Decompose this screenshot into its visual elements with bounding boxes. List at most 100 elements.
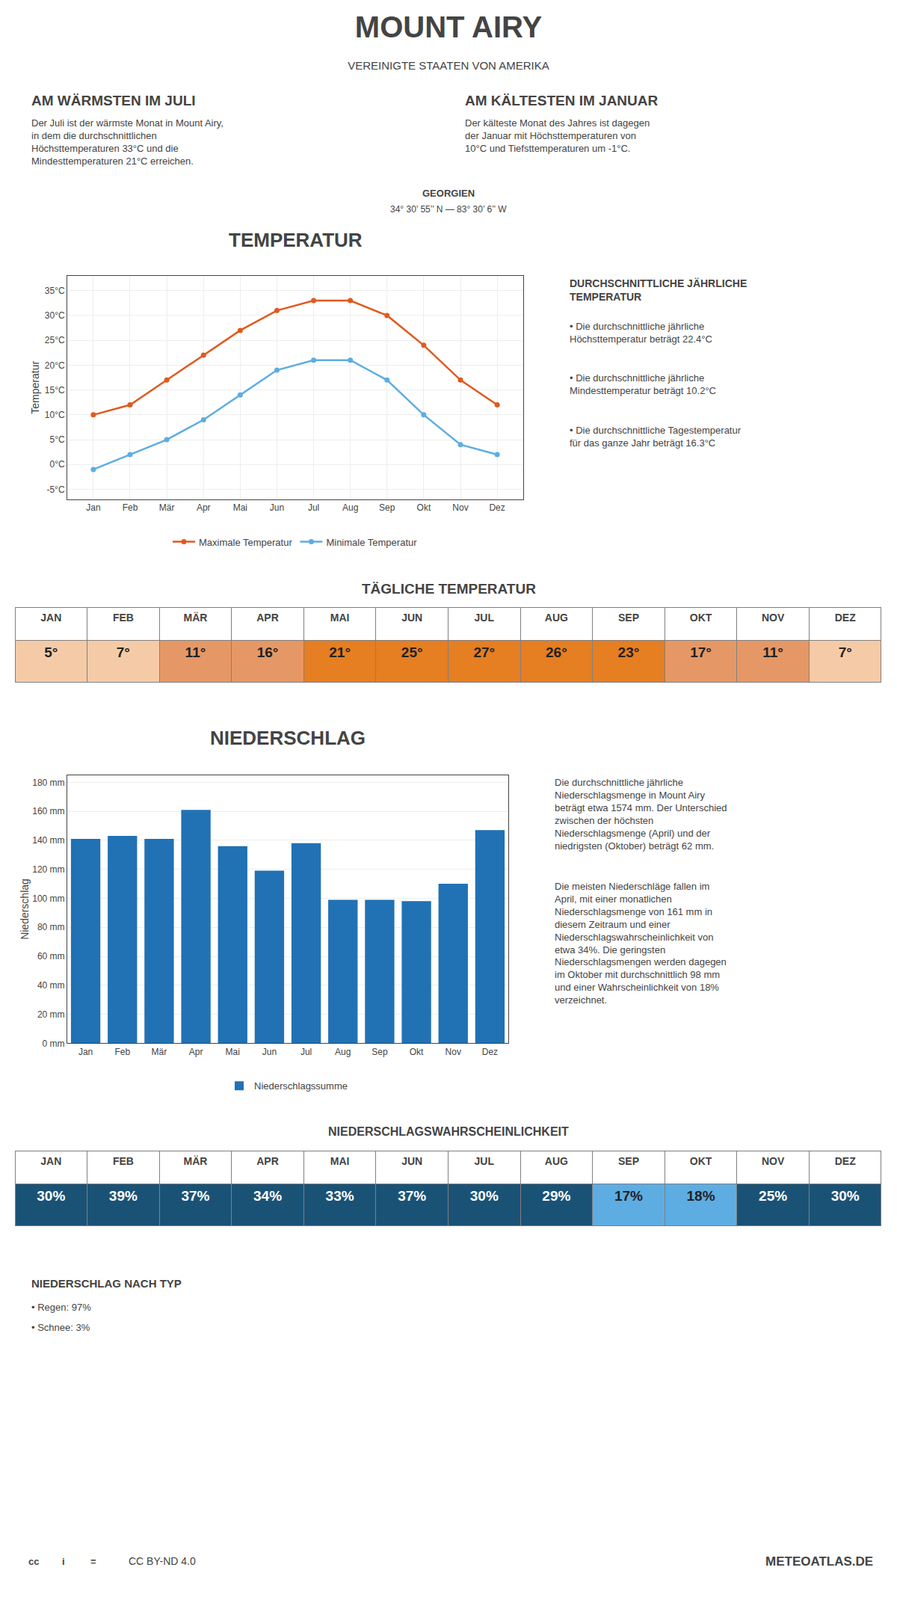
svg-text:15°C: 15°C [44,384,66,396]
svg-text:Jan: Jan [85,502,101,513]
svg-text:Mai: Mai [225,1046,240,1057]
svg-text:5°C: 5°C [49,434,65,445]
svg-text:27°: 27° [473,644,495,661]
svg-text:Apr: Apr [196,502,211,513]
svg-text:0°C: 0°C [49,458,65,470]
svg-text:35°C: 35°C [44,285,66,297]
svg-text:80 mm: 80 mm [37,921,66,933]
svg-text:AUG: AUG [544,611,569,624]
svg-text:GEORGIEN: GEORGIEN [422,187,475,199]
svg-text:NOV: NOV [761,611,785,624]
svg-text:Okt: Okt [409,1046,424,1057]
svg-text:100 mm: 100 mm [32,893,65,904]
svg-text:Okt: Okt [417,502,432,513]
svg-text:FEB: FEB [112,1154,134,1167]
svg-text:OKT: OKT [689,1154,713,1167]
svg-text:140 mm: 140 mm [32,834,65,846]
svg-text:10°C: 10°C [44,409,66,421]
svg-text:JUN: JUN [401,1154,423,1167]
svg-text:VEREINIGTE STAATEN VON AMERIKA: VEREINIGTE STAATEN VON AMERIKA [347,59,550,72]
svg-text:Aug: Aug [334,1046,351,1057]
svg-text:i: i [62,1555,66,1567]
svg-text:23°: 23° [618,644,640,661]
svg-text:• Regen: 97%: • Regen: 97% [31,1301,92,1313]
svg-text:AM KÄLTESTEN IM JANUAR: AM KÄLTESTEN IM JANUAR [464,92,659,109]
svg-text:39%: 39% [109,1187,138,1204]
svg-text:APR: APR [256,1154,279,1167]
svg-text:Jun: Jun [269,502,285,513]
svg-text:37%: 37% [180,1187,210,1204]
svg-text:MOUNT AIRY: MOUNT AIRY [355,10,543,44]
svg-text:7°: 7° [838,644,853,661]
svg-text:Aug: Aug [342,502,359,513]
svg-text:30°C: 30°C [44,310,66,321]
svg-text:16°: 16° [257,644,279,661]
svg-text:Jul: Jul [300,1046,312,1057]
svg-text:CC BY-ND 4.0: CC BY-ND 4.0 [128,1554,196,1567]
svg-text:DURCHSCHNITTLICHE JÄHRLICHETEM: DURCHSCHNITTLICHE JÄHRLICHETEMPERATUR [569,277,747,303]
svg-text:160 mm: 160 mm [32,805,65,817]
svg-text:17%: 17% [614,1187,643,1204]
svg-text:• Die durchschnittliche Tagest: • Die durchschnittliche Tagestemperaturf… [569,424,742,449]
svg-text:Mär: Mär [159,502,175,513]
svg-text:AM WÄRMSTEN IM JULI: AM WÄRMSTEN IM JULI [31,92,196,109]
svg-text:AUG: AUG [544,1154,569,1167]
svg-text:Dez: Dez [488,502,505,513]
svg-text:Temperatur: Temperatur [29,361,42,415]
svg-text:30%: 30% [470,1187,499,1204]
svg-text:Feb: Feb [114,1046,131,1057]
svg-text:30%: 30% [36,1187,66,1204]
svg-text:JAN: JAN [40,1154,62,1167]
svg-text:34%: 34% [253,1187,282,1204]
svg-text:11°: 11° [185,644,207,661]
svg-text:7°: 7° [116,644,131,661]
svg-text:Minimale Temperatur: Minimale Temperatur [325,536,418,548]
svg-text:30%: 30% [831,1187,860,1204]
svg-text:SEP: SEP [618,1154,640,1167]
svg-text:TEMPERATUR: TEMPERATUR [228,228,363,252]
svg-text:29%: 29% [541,1187,571,1204]
svg-text:Jan: Jan [78,1046,93,1057]
svg-text:Niederschlagssumme: Niederschlagssumme [254,1080,348,1092]
svg-text:20°C: 20°C [44,360,66,371]
svg-text:MÄR: MÄR [183,611,208,624]
svg-text:SEP: SEP [618,611,640,624]
svg-text:• Schnee: 3%: • Schnee: 3% [31,1321,91,1333]
svg-text:APR: APR [256,611,279,624]
svg-text:Sep: Sep [371,1046,388,1057]
svg-text:Nov: Nov [445,1046,462,1057]
svg-text:120 mm: 120 mm [32,864,65,875]
svg-text:Niederschlag: Niederschlag [18,878,31,940]
svg-text:21°: 21° [328,644,351,661]
svg-text:Nov: Nov [452,502,468,513]
svg-text:NOV: NOV [761,1154,785,1167]
svg-text:NIEDERSCHLAG: NIEDERSCHLAG [210,726,366,749]
svg-text:OKT: OKT [689,611,713,624]
svg-text:Sep: Sep [378,502,396,513]
svg-text:JUL: JUL [474,1154,495,1167]
svg-text:Maximale Temperatur: Maximale Temperatur [198,536,293,548]
svg-text:34° 30’ 55’’ N — 83° 30’ 6’’ W: 34° 30’ 55’’ N — 83° 30’ 6’’ W [390,204,507,215]
svg-text:JUN: JUN [401,611,423,624]
svg-text:MÄR: MÄR [183,1154,208,1167]
svg-text:Feb: Feb [122,502,139,513]
svg-text:=: = [90,1555,97,1567]
svg-text:Jun: Jun [262,1046,277,1057]
svg-text:18%: 18% [686,1187,716,1204]
svg-text:cc: cc [28,1555,39,1567]
svg-text:-5°C: -5°C [46,484,65,495]
svg-text:Die durchschnittliche jährlich: Die durchschnittliche jährlicheNiedersch… [554,776,728,852]
svg-text:Apr: Apr [189,1046,204,1057]
svg-text:37%: 37% [397,1187,427,1204]
svg-text:11°: 11° [762,644,784,661]
svg-text:33%: 33% [325,1187,355,1204]
svg-text:25%: 25% [758,1187,788,1204]
svg-text:40 mm: 40 mm [37,979,66,991]
svg-text:20 mm: 20 mm [37,1009,66,1020]
svg-text:26°: 26° [545,644,568,661]
svg-text:DEZ: DEZ [834,1154,856,1167]
svg-text:180 mm: 180 mm [32,776,65,788]
svg-text:Jul: Jul [307,502,320,513]
svg-text:NIEDERSCHLAGSWAHRSCHEINLICHKEI: NIEDERSCHLAGSWAHRSCHEINLICHKEIT [328,1124,569,1138]
svg-text:MAI: MAI [330,1154,350,1167]
